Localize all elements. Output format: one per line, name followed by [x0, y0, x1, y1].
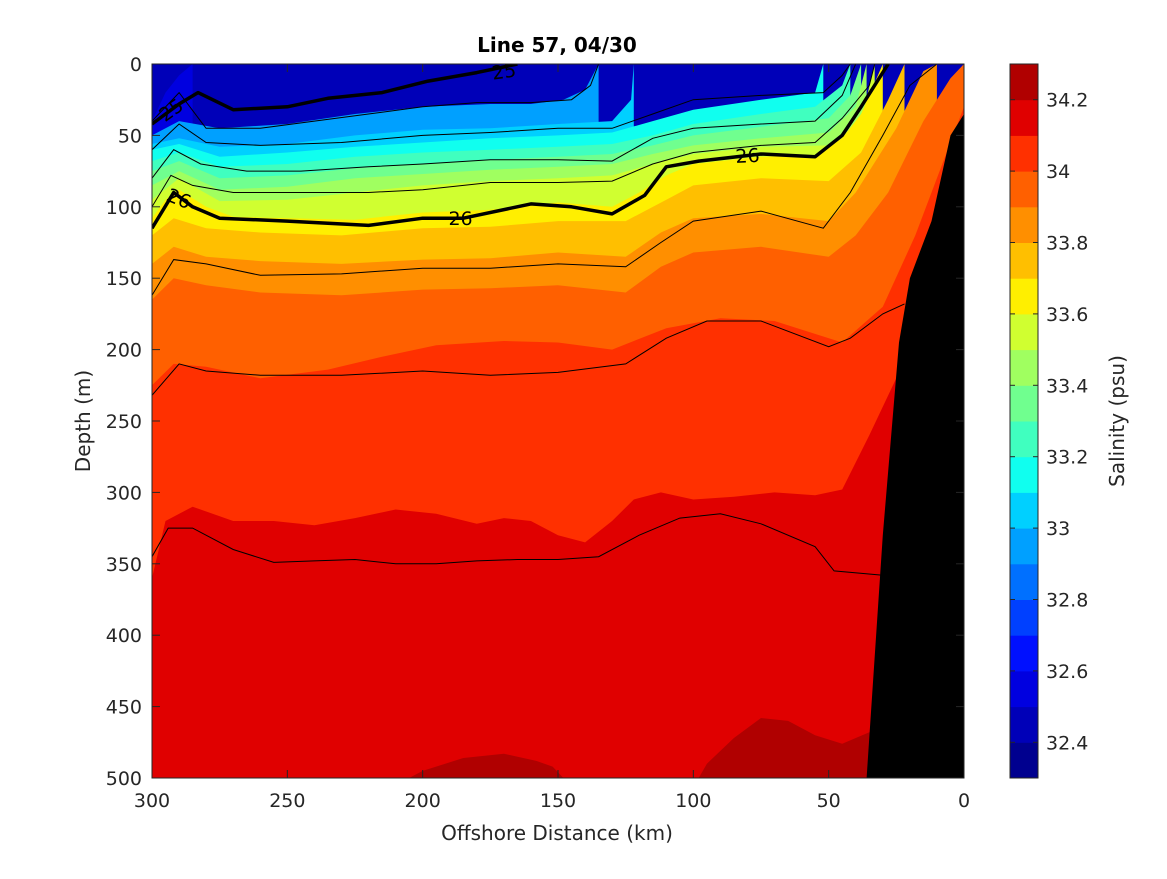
colorbar-swatch — [1010, 171, 1038, 208]
colorbar-swatch — [1010, 528, 1038, 565]
colorbar-swatch — [1010, 99, 1038, 136]
colorbar-swatch — [1010, 456, 1038, 493]
y-axis-label: Depth (m) — [71, 370, 95, 472]
salinity-fills — [152, 64, 964, 778]
colorbar-ticks: 32.4 32.6 32.8 33 33.2 33.4 33.6 33.8 34 34.2 — [1010, 90, 1088, 754]
bathymetry-shape — [866, 114, 964, 778]
y-tick-label: 500 — [106, 768, 142, 790]
isopycnal-line — [152, 64, 938, 296]
y-tick-label: 400 — [106, 625, 142, 647]
colorbar-swatch — [1010, 492, 1038, 529]
isopycnal-line — [152, 303, 905, 396]
x-axis: 300 250 200 150 100 50 0 — [134, 64, 970, 812]
x-tick-label: 50 — [817, 790, 841, 812]
colorbar-tick-label: 34.2 — [1046, 90, 1088, 112]
colorbar-swatch — [1010, 670, 1038, 708]
x-tick-label: 0 — [958, 790, 970, 812]
isopycnal-line-bold — [152, 64, 518, 126]
colorbar-tick-label: 33 — [1046, 518, 1070, 540]
x-tick-label: 100 — [675, 790, 711, 812]
x-axis-label: Offshore Distance (km) — [441, 821, 673, 845]
y-tick-label: 50 — [118, 125, 142, 147]
y-tick-label: 300 — [106, 482, 142, 504]
colorbar-swatch — [1010, 242, 1038, 279]
colorbar: 32.4 32.6 32.8 33 33.2 33.4 33.6 33.8 34 34.2 — [1009, 63, 1088, 779]
y-tick-label: 150 — [106, 268, 142, 290]
colorbar-swatch — [1010, 278, 1038, 315]
isopycnal-label: 26 — [448, 208, 472, 230]
colorbar-tick-label: 34 — [1046, 161, 1070, 183]
colorbar-swatch — [1010, 599, 1038, 636]
x-tick-label: 250 — [269, 790, 305, 812]
isopycnal-line — [152, 64, 857, 179]
colorbar-tick-label: 32.8 — [1046, 590, 1088, 612]
colorbar-swatch — [1010, 313, 1038, 351]
isopycnal-line — [152, 64, 600, 129]
chart-title: Line 57, 04/30 — [477, 33, 637, 57]
colorbar-swatch — [1010, 64, 1038, 101]
y-tick-label: 100 — [106, 197, 142, 219]
colorbar-label: Salinity (psu) — [1105, 355, 1129, 487]
colorbar-swatch — [1010, 385, 1038, 422]
x-tick-label: 200 — [405, 790, 441, 812]
isopycnal-line — [152, 513, 883, 576]
salinity-band — [409, 753, 564, 778]
isopycnal-label: 26 — [735, 145, 760, 168]
y-tick-label: 0 — [130, 54, 142, 76]
colorbar-tick-label: 32.4 — [1046, 732, 1088, 754]
y-tick-label: 350 — [106, 554, 142, 576]
colorbar-swatch — [1010, 206, 1038, 243]
colorbar-swatch — [1010, 421, 1038, 458]
colorbar-frame — [1009, 63, 1039, 779]
y-tick-label: 250 — [106, 411, 142, 433]
isopycnal-line-bold — [152, 64, 890, 230]
salinity-band — [698, 718, 897, 778]
colorbar-swatch — [1010, 349, 1038, 386]
colorbar-swatch — [1010, 563, 1038, 600]
isopycnal-line — [152, 64, 851, 151]
isopycnal-thin-lines — [152, 64, 938, 576]
y-axis: 0 50 100 150 200 250 300 350 400 450 500 — [106, 54, 964, 790]
colorbar-tick-label: 33.4 — [1046, 375, 1088, 397]
isopycnal-line — [152, 64, 876, 208]
bathymetry — [866, 114, 964, 778]
colorbar-tick-label: 33.8 — [1046, 233, 1088, 255]
x-tick-label: 300 — [134, 790, 170, 812]
colorbar-swatch — [1010, 135, 1038, 172]
colorbar-swatch — [1010, 706, 1038, 743]
colorbar-tick-label: 32.6 — [1046, 661, 1088, 683]
colorbar-swatch — [1010, 635, 1038, 672]
colorbar-swatch — [1010, 742, 1038, 779]
isopycnal-label: 25 — [490, 60, 517, 85]
colorbar-swatches — [1010, 64, 1038, 779]
y-tick-label: 450 — [106, 697, 142, 719]
salinity-band — [152, 192, 964, 778]
x-tick-label: 150 — [540, 790, 576, 812]
y-tick-label: 200 — [106, 340, 142, 362]
colorbar-tick-label: 33.2 — [1046, 447, 1088, 469]
colorbar-tick-label: 33.6 — [1046, 304, 1088, 326]
